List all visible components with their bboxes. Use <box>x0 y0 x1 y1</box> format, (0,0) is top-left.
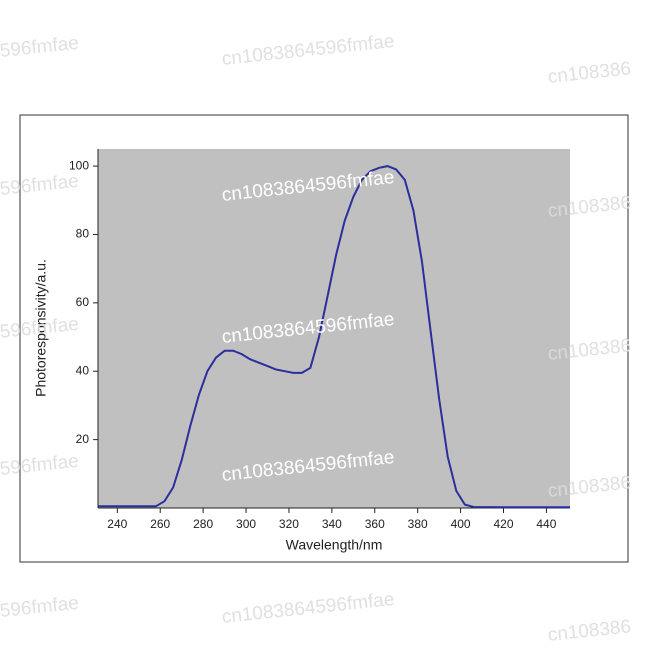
x-axis-label: Wavelength/nm <box>286 537 383 553</box>
watermark: 596fmfae <box>0 593 80 622</box>
data-line <box>98 165 570 509</box>
x-tick-label: 360 <box>365 517 385 531</box>
x-tick-label: 380 <box>408 517 428 531</box>
y-tick-label: 100 <box>69 158 89 172</box>
x-tick-label: 320 <box>279 517 299 531</box>
watermark: cn1083864596fmfae <box>221 589 396 628</box>
x-tick-label: 300 <box>236 517 256 531</box>
x-tick-label: 280 <box>193 517 213 531</box>
watermark: cn1083864596fmfae <box>221 31 396 70</box>
x-tick-label: 440 <box>536 517 556 531</box>
y-tick-label: 40 <box>76 363 90 377</box>
x-tick-label: 400 <box>451 517 471 531</box>
y-tick-label: 20 <box>76 432 90 446</box>
y-tick-label: 80 <box>76 227 90 241</box>
x-tick-label: 420 <box>493 517 513 531</box>
y-tick-label: 60 <box>76 295 90 309</box>
y-axis-label: Photoresponsivity/a.u. <box>33 259 49 397</box>
plot-area <box>98 149 570 508</box>
watermark: cn108386 <box>547 58 632 88</box>
x-tick-label: 240 <box>107 517 127 531</box>
x-tick-label: 260 <box>150 517 170 531</box>
watermark: cn108386 <box>547 616 632 646</box>
watermark: 596fmfae <box>0 33 80 62</box>
x-tick-label: 340 <box>322 517 342 531</box>
